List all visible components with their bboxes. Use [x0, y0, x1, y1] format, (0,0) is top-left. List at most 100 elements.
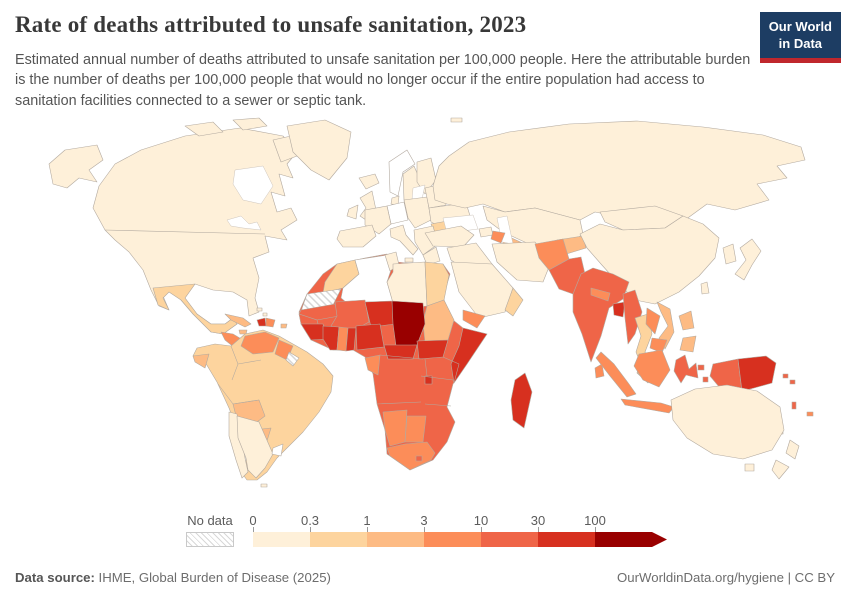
great-lakes — [226, 215, 262, 231]
legend-segment-0.3-1[interactable] — [309, 527, 367, 547]
region-puerto-rico[interactable] — [280, 323, 288, 329]
region-bahamas[interactable] — [262, 312, 268, 317]
region-argentina[interactable] — [236, 415, 274, 479]
chart-subtitle: Estimated annual number of deaths attrib… — [15, 52, 751, 109]
region-indonesia[interactable] — [620, 398, 675, 414]
legend-arrow-100-plus[interactable] — [652, 532, 667, 547]
legend-tick-6: 100 — [584, 513, 606, 528]
hudson-bay — [232, 165, 274, 205]
region-greenland[interactable] — [286, 119, 352, 181]
region-indonesia[interactable] — [633, 349, 671, 388]
region-alaska[interactable] — [48, 144, 104, 189]
region-svalbard[interactable] — [450, 117, 463, 123]
region-south-america[interactable] — [192, 329, 334, 481]
region-georgia[interactable] — [478, 226, 494, 238]
region-bangladesh[interactable] — [612, 301, 626, 318]
region-arctic-islands[interactable] — [232, 117, 268, 131]
region-ireland[interactable] — [346, 204, 359, 220]
region-namibia[interactable] — [382, 409, 408, 447]
region-cuba[interactable] — [224, 313, 252, 328]
region-south-sudan[interactable] — [416, 339, 449, 360]
region-sicily[interactable] — [404, 257, 414, 263]
region-dominican-republic[interactable] — [265, 317, 276, 328]
region-sudan[interactable] — [422, 299, 455, 343]
region-french-guiana[interactable] — [285, 351, 300, 367]
region-iran[interactable] — [491, 241, 552, 283]
region-canada-usa[interactable] — [92, 127, 298, 335]
data-source: Data source: IHME, Global Burden of Dise… — [15, 570, 331, 585]
legend-segment-100-plus[interactable] — [594, 527, 652, 547]
region-italy[interactable] — [389, 224, 419, 256]
region-arctic-islands[interactable] — [184, 121, 224, 137]
region-bahamas[interactable] — [256, 307, 263, 312]
region-iberia[interactable] — [336, 224, 377, 248]
region-korea[interactable] — [722, 243, 737, 265]
region-central-african-republic[interactable] — [383, 344, 418, 360]
region-vanuatu[interactable] — [791, 401, 797, 410]
region-myanmar[interactable] — [622, 289, 643, 345]
region-central-europe[interactable] — [403, 196, 432, 229]
legend-no-data-swatch[interactable] — [186, 532, 234, 547]
region-greece[interactable] — [422, 246, 441, 266]
region-laos[interactable] — [645, 307, 661, 335]
region-togo-benin[interactable] — [345, 327, 357, 352]
region-new-zealand[interactable] — [785, 439, 800, 460]
region-japan[interactable] — [734, 238, 762, 281]
region-cote-divoire[interactable] — [322, 325, 340, 351]
region-botswana[interactable] — [404, 415, 427, 443]
region-nepal[interactable] — [590, 287, 611, 302]
world-choropleth-map — [48, 117, 814, 488]
page-title: Rate of deaths attributed to unsafe sani… — [15, 12, 527, 37]
region-yemen[interactable] — [462, 309, 486, 329]
region-mauritania[interactable] — [298, 303, 340, 321]
region-australia[interactable] — [670, 384, 785, 460]
region-nigeria[interactable] — [355, 323, 385, 351]
region-madagascar[interactable] — [510, 372, 533, 429]
region-venezuela[interactable] — [240, 331, 280, 355]
legend-segment-0-0.3[interactable] — [252, 527, 310, 547]
region-norway[interactable] — [388, 149, 416, 197]
region-ecuador[interactable] — [192, 353, 210, 369]
legend-segment-3-10[interactable] — [423, 527, 481, 547]
region-rwanda-burundi[interactable] — [424, 375, 433, 385]
region-egypt[interactable] — [424, 261, 450, 307]
region-iceland[interactable] — [358, 173, 380, 190]
legend-tick-0: 0 — [249, 513, 257, 528]
region-azerbaijan[interactable] — [490, 230, 506, 244]
legend-no-data-label: No data — [187, 513, 233, 528]
region-taiwan[interactable] — [700, 281, 710, 295]
region-falkland-islands[interactable] — [260, 483, 268, 488]
region-solomon-islands[interactable] — [789, 379, 796, 385]
region-philippines[interactable] — [678, 310, 695, 331]
region-new-zealand[interactable] — [771, 459, 790, 480]
region-congo-gabon[interactable] — [364, 354, 381, 376]
region-tasmania[interactable] — [744, 463, 755, 472]
region-indonesia-east[interactable] — [673, 354, 699, 384]
region-russia[interactable] — [432, 120, 806, 221]
region-haiti[interactable] — [256, 317, 267, 327]
attribution-link[interactable]: OurWorldinData.org/hygiene | CC BY — [617, 570, 835, 585]
logo-line2: in Data — [778, 35, 823, 51]
region-lesotho[interactable] — [415, 455, 423, 462]
legend-segment-30-100[interactable] — [537, 527, 595, 547]
region-uruguay[interactable] — [271, 443, 284, 457]
legend-tick-4: 10 — [473, 513, 489, 528]
region-fiji[interactable] — [806, 411, 814, 417]
region-jamaica[interactable] — [238, 329, 248, 335]
region-saudi-arabia[interactable] — [450, 261, 514, 319]
legend-tick-1: 0.3 — [300, 513, 320, 528]
legend-segment-10-30[interactable] — [480, 527, 538, 547]
legend-segment-1-3[interactable] — [366, 527, 424, 547]
region-sri-lanka[interactable] — [594, 363, 605, 379]
region-indonesia[interactable] — [595, 351, 637, 398]
region-philippines[interactable] — [679, 335, 697, 353]
region-mexico[interactable] — [152, 283, 238, 335]
region-solomon-islands[interactable] — [782, 373, 789, 379]
region-papua-new-guinea[interactable] — [737, 355, 777, 392]
region-oman[interactable] — [504, 287, 524, 317]
region-indonesia-east[interactable] — [697, 364, 705, 371]
owid-logo[interactable]: Our World in Data — [759, 12, 841, 63]
region-turkey[interactable] — [424, 225, 475, 248]
region-south-africa[interactable] — [386, 441, 436, 471]
region-indonesia-east[interactable] — [702, 376, 709, 383]
